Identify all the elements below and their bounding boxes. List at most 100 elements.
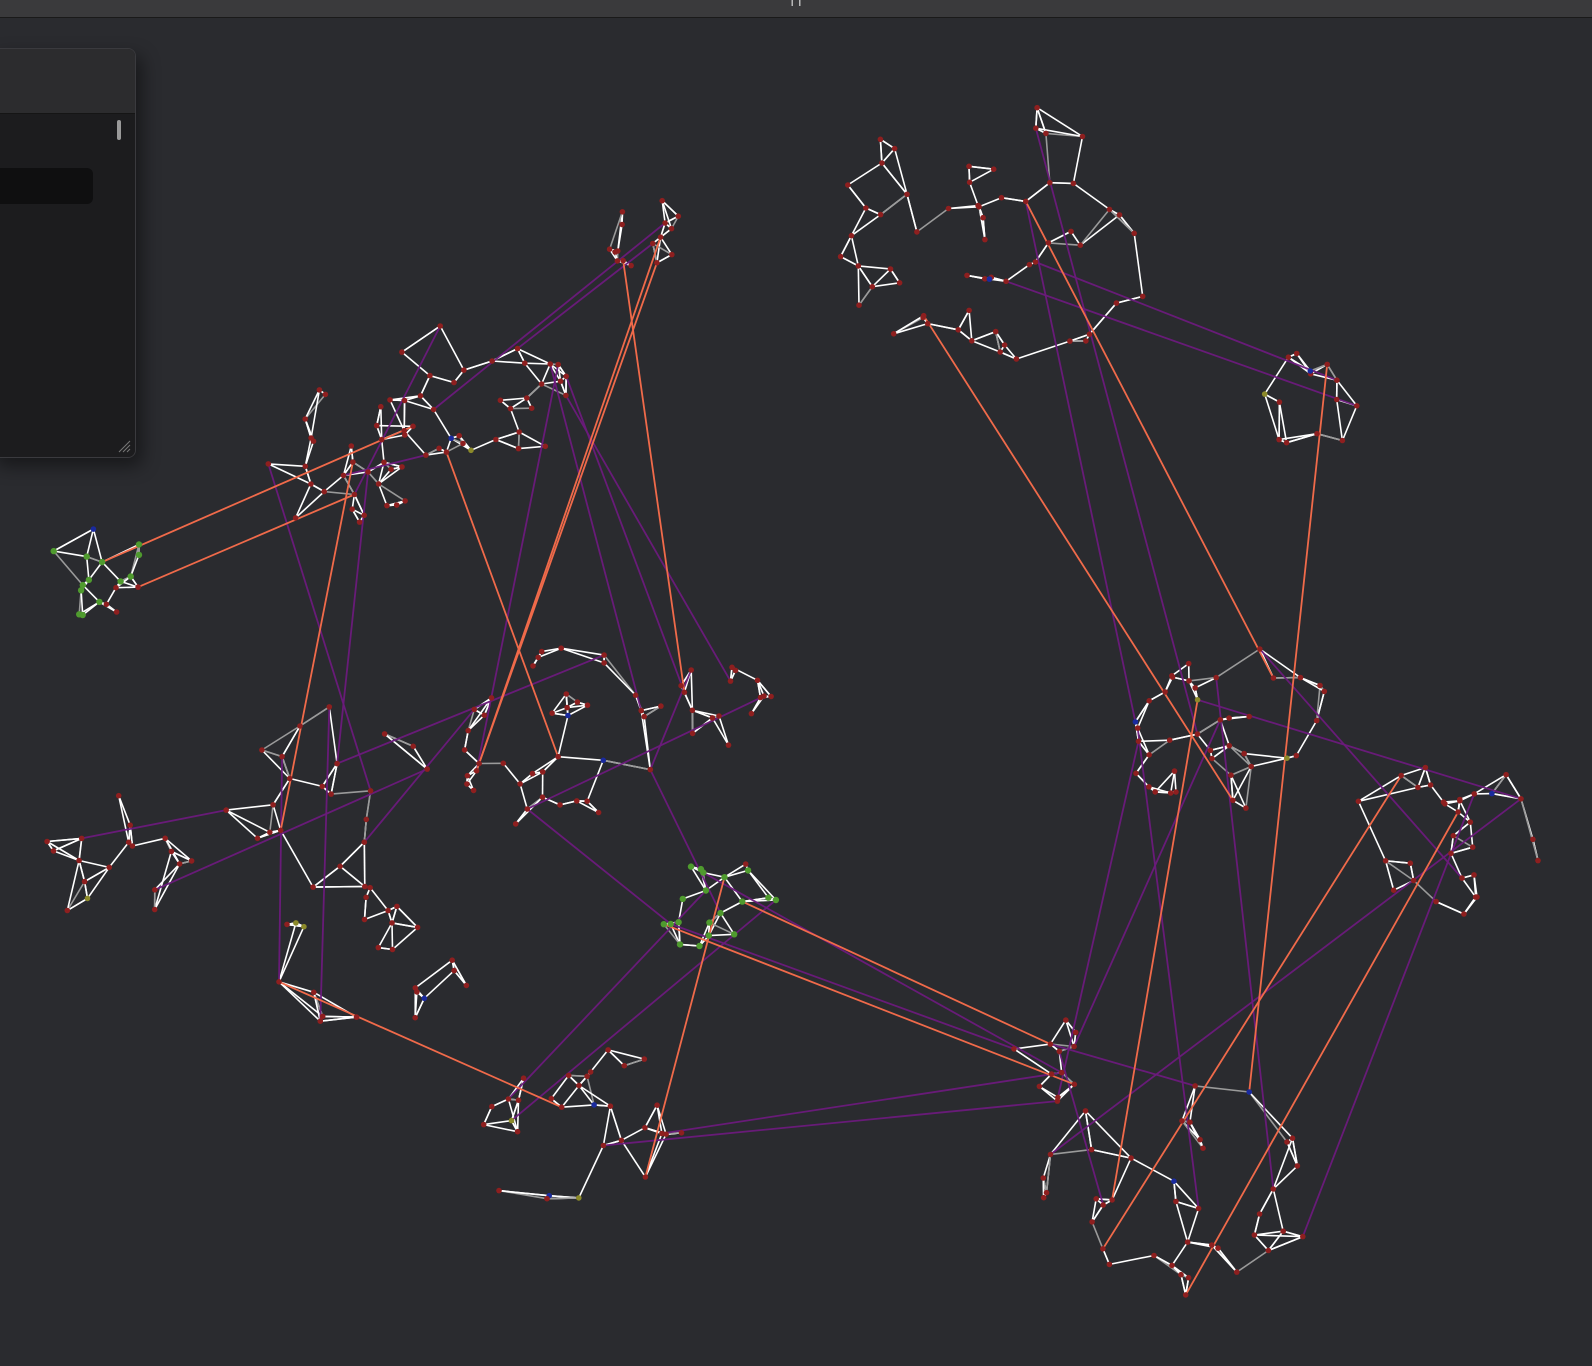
graph-node[interactable] — [689, 730, 696, 737]
graph-node[interactable] — [381, 731, 388, 737]
graph-node[interactable] — [1530, 836, 1536, 843]
graph-node[interactable] — [524, 806, 531, 812]
graph-node[interactable] — [1280, 1228, 1286, 1234]
graph-node[interactable] — [1152, 789, 1158, 795]
graph-node[interactable] — [1285, 354, 1292, 361]
graph-node[interactable] — [430, 406, 437, 413]
graph-node[interactable] — [1248, 763, 1254, 770]
graph-node[interactable] — [768, 693, 774, 700]
graph-node[interactable] — [1162, 689, 1168, 695]
graph-node[interactable] — [337, 863, 343, 870]
graph-node[interactable] — [731, 931, 738, 938]
graph-node[interactable] — [1321, 688, 1328, 695]
graph-node[interactable] — [845, 182, 851, 188]
graph-node[interactable] — [1146, 752, 1152, 758]
graph-node[interactable] — [1415, 784, 1421, 791]
graph-node[interactable] — [1063, 1017, 1069, 1023]
graph-node[interactable] — [678, 1130, 685, 1136]
graph-node[interactable] — [619, 209, 626, 215]
graph-node[interactable] — [1215, 1245, 1221, 1251]
graph-node[interactable] — [421, 995, 428, 1002]
graph-node[interactable] — [990, 166, 997, 172]
graph-node[interactable] — [402, 432, 408, 438]
graph-node[interactable] — [461, 747, 468, 753]
graph-node[interactable] — [757, 694, 764, 701]
graph-node[interactable] — [1251, 1232, 1258, 1238]
graph-node[interactable] — [877, 136, 884, 143]
graph-node[interactable] — [1293, 752, 1300, 759]
graph-node[interactable] — [721, 874, 728, 881]
graph-node[interactable] — [1032, 259, 1039, 265]
graph-node[interactable] — [1109, 1197, 1115, 1203]
graph-node[interactable] — [574, 798, 580, 804]
graph-node[interactable] — [997, 349, 1003, 355]
graph-node[interactable] — [739, 898, 746, 905]
graph-node[interactable] — [547, 361, 553, 367]
graph-node[interactable] — [890, 331, 897, 337]
graph-node[interactable] — [284, 921, 290, 928]
graph-node[interactable] — [1313, 717, 1320, 724]
graph-node[interactable] — [117, 578, 124, 585]
graph-node[interactable] — [389, 946, 396, 953]
graph-node[interactable] — [1207, 747, 1214, 754]
graph-node[interactable] — [301, 923, 307, 930]
graph-node[interactable] — [1228, 772, 1234, 778]
graph-node[interactable] — [522, 360, 528, 367]
graph-node[interactable] — [660, 921, 667, 928]
graph-node[interactable] — [705, 932, 712, 939]
graph-node[interactable] — [387, 397, 393, 403]
graph-node[interactable] — [896, 280, 903, 286]
graph-node[interactable] — [470, 787, 477, 794]
graph-node[interactable] — [456, 432, 463, 439]
graph-node[interactable] — [1082, 1108, 1089, 1114]
graph-node[interactable] — [600, 757, 607, 764]
graph-node[interactable] — [1179, 1118, 1185, 1124]
graph-node[interactable] — [1045, 240, 1052, 246]
graph-node[interactable] — [557, 802, 563, 808]
graph-node[interactable] — [1450, 832, 1457, 839]
graph-node[interactable] — [1047, 1151, 1054, 1158]
graph-node[interactable] — [1270, 675, 1277, 681]
graph-node[interactable] — [451, 967, 458, 974]
side-panel[interactable] — [0, 48, 136, 458]
graph-node[interactable] — [106, 864, 112, 871]
graph-node[interactable] — [654, 260, 660, 266]
graph-node[interactable] — [103, 601, 110, 608]
graph-node[interactable] — [964, 272, 970, 279]
graph-node[interactable] — [497, 397, 504, 404]
graph-canvas[interactable] — [0, 18, 1592, 1366]
graph-node[interactable] — [1472, 894, 1479, 900]
graph-node[interactable] — [381, 459, 387, 466]
graph-node[interactable] — [1407, 860, 1414, 866]
graph-node[interactable] — [1040, 1194, 1047, 1201]
graph-node[interactable] — [1339, 437, 1346, 444]
graph-node[interactable] — [115, 792, 122, 799]
graph-node[interactable] — [125, 839, 132, 846]
graph-node[interactable] — [535, 654, 541, 661]
graph-node[interactable] — [302, 416, 309, 422]
graph-node[interactable] — [480, 1121, 487, 1128]
graph-node[interactable] — [1013, 356, 1020, 362]
graph-node[interactable] — [558, 1104, 565, 1110]
graph-node[interactable] — [1093, 1196, 1099, 1202]
graph-node[interactable] — [1503, 771, 1509, 778]
graph-node[interactable] — [1209, 755, 1215, 762]
graph-node[interactable] — [998, 194, 1005, 201]
graph-node[interactable] — [1535, 857, 1541, 864]
graph-node[interactable] — [1026, 261, 1033, 268]
graph-node[interactable] — [544, 1195, 550, 1202]
graph-node[interactable] — [1355, 798, 1362, 805]
graph-node[interactable] — [1128, 1155, 1134, 1161]
graph-node[interactable] — [538, 381, 545, 387]
graph-node[interactable] — [319, 783, 326, 790]
graph-node[interactable] — [367, 788, 374, 794]
graph-node[interactable] — [500, 760, 507, 767]
graph-node[interactable] — [334, 760, 340, 767]
graph-node[interactable] — [410, 743, 417, 750]
graph-node[interactable] — [1023, 198, 1029, 205]
panel-scrollbar[interactable] — [117, 120, 121, 140]
graph-node[interactable] — [689, 707, 696, 714]
graph-node[interactable] — [328, 791, 334, 797]
graph-node[interactable] — [657, 234, 664, 240]
graph-node[interactable] — [632, 692, 639, 698]
